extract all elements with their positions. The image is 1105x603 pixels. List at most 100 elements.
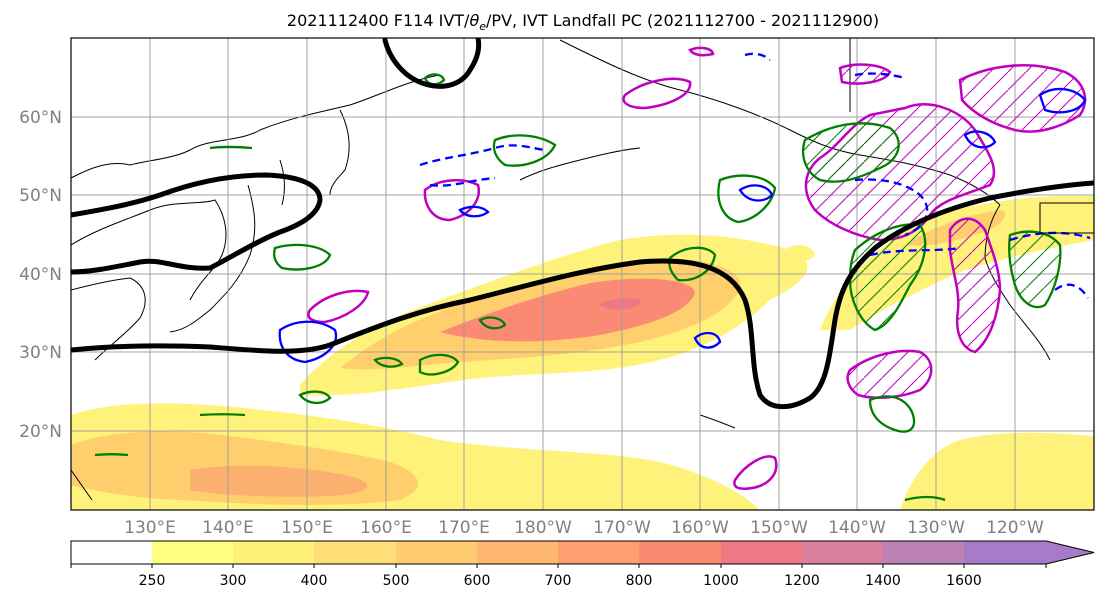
green-contour-coast-hatched [1008, 230, 1062, 309]
green-contour-16 [478, 316, 507, 330]
blue-contour-dashed-7 [744, 52, 771, 61]
ivt-tropical-inner [190, 465, 368, 497]
lon-label-130e: 130°E [124, 518, 176, 538]
lon-label-120w: 120°W [986, 518, 1044, 538]
coast-japan [169, 184, 256, 333]
pv-contour-north-trough [71, 172, 323, 275]
colorbar-segment-1600 [964, 541, 1046, 564]
title-suffix: /PV, IVT Landfall PC (2021112700 - 20211… [486, 11, 879, 30]
lat-label-30n: 30°N [19, 343, 62, 363]
green-contour-13 [209, 145, 253, 150]
longitude-labels: 130°E 140°E 150°E 160°E 170°E 180°W 170°… [124, 518, 1044, 538]
pv-contours [71, 38, 1094, 410]
ivt-plume-max [598, 297, 642, 310]
colorbar-tick-700: 700 [545, 573, 572, 589]
pc-contour-subtropical [846, 349, 933, 399]
green-contour-12 [298, 390, 332, 405]
lat-label-20n: 20°N [19, 422, 62, 442]
lon-label-140e: 140°E [202, 518, 254, 538]
colorbar-tick-250: 250 [139, 573, 166, 589]
colorbar-segment-1000 [721, 541, 802, 564]
colorbar: 250 300 400 500 600 700 800 1000 1200 14… [70, 540, 1095, 589]
pc-contour-1 [622, 77, 692, 110]
colorbar-tick-800: 800 [626, 573, 653, 589]
green-contour-5 [668, 246, 717, 282]
green-contour-4 [717, 174, 777, 224]
green-contour-alaska-hatched [801, 122, 900, 183]
pc-contour-ne [958, 64, 1087, 133]
colorbar-extend-arrow [1046, 541, 1094, 564]
colorbar-segment-400 [314, 541, 396, 564]
colorbar-segment-1200 [802, 541, 883, 564]
pc-contour-3 [307, 289, 370, 324]
lon-label-160w: 160°W [671, 518, 729, 538]
colorbar-tick-300: 300 [220, 573, 247, 589]
pc-contour-5 [688, 46, 715, 57]
blue-contour-alaska [738, 184, 774, 202]
latitude-labels: 60°N 50°N 40°N 30°N 20°N [19, 108, 62, 442]
pc-contour-west-coast [948, 217, 1002, 354]
colorbar-tick-600: 600 [464, 573, 491, 589]
pv-contour-arctic [382, 38, 482, 89]
blue-contour-pacific-mid [693, 331, 722, 349]
colorbar-segment-800 [639, 541, 721, 564]
blue-contour-dashed-6 [854, 72, 906, 80]
coast-sakhalin [279, 159, 285, 206]
colorbar-tick-labels: 250 300 400 500 600 700 800 1000 1200 14… [139, 573, 982, 589]
lon-label-180w: 180°W [514, 518, 572, 538]
colorbar-segment-500 [396, 541, 477, 564]
lat-label-50n: 50°N [19, 186, 62, 206]
lon-label-150e: 150°E [281, 518, 333, 538]
green-contour-7 [272, 243, 332, 271]
colorbar-outline [70, 540, 1095, 565]
green-contour-8 [418, 353, 460, 376]
inset-canada-box [1039, 202, 1094, 234]
blue-contour-dashed-4 [869, 246, 961, 257]
blue-contour-dashed-3 [854, 178, 929, 237]
title-theta: θ [469, 11, 479, 30]
colorbar-tick-1000: 1000 [703, 573, 739, 589]
title-prefix: 2021112400 F114 IVT/ [287, 11, 470, 30]
green-contour-11 [904, 495, 946, 502]
lat-label-60n: 60°N [19, 108, 62, 128]
blue-contour-small [458, 205, 490, 218]
coast-hawaii [699, 414, 736, 429]
colorbar-segment-300 [233, 541, 314, 564]
blue-contour-dashed-2 [429, 176, 496, 187]
lon-label-150w: 150°W [750, 518, 808, 538]
ivt-small-blob [785, 245, 815, 261]
pc-contour-small-north [838, 63, 892, 85]
pc-contour-4 [733, 455, 778, 490]
ivt-south-tail [900, 432, 1094, 510]
colorbar-tick-1400: 1400 [865, 573, 901, 589]
green-contour-17 [373, 356, 404, 368]
coast-philippines [71, 469, 93, 501]
colorbar-ticks [70, 564, 1047, 568]
colorbar-tick-1600: 1600 [946, 573, 982, 589]
pv-contour-main [71, 180, 1094, 410]
green-contour-6 [492, 134, 557, 167]
lon-label-170e: 170°E [438, 518, 490, 538]
colorbar-tick-500: 500 [383, 573, 410, 589]
colorbar-segment-600 [477, 541, 558, 564]
lon-label-160e: 160°E [360, 518, 412, 538]
colorbar-segment-below [71, 541, 152, 564]
lon-label-130w: 130°W [907, 518, 965, 538]
colorbar-segment-700 [558, 541, 639, 564]
colorbar-tick-1200: 1200 [784, 573, 820, 589]
blue-contour-dashed-1 [419, 144, 546, 167]
lat-label-40n: 40°N [19, 265, 62, 285]
blue-contour-coast [963, 130, 997, 149]
green-contour-14 [199, 413, 246, 417]
lon-label-170w: 170°W [593, 518, 651, 538]
map-area [71, 38, 1094, 510]
coast-asia-north [71, 74, 441, 179]
map-frame [70, 37, 1095, 511]
colorbar-tick-400: 400 [301, 573, 328, 589]
blue-contour-dashed-8 [1054, 283, 1089, 299]
colorbar-segment-1400 [883, 541, 964, 564]
green-contour-15 [94, 453, 129, 457]
coast-kamchatka [329, 109, 350, 196]
colorbar-segment-250 [152, 541, 233, 564]
